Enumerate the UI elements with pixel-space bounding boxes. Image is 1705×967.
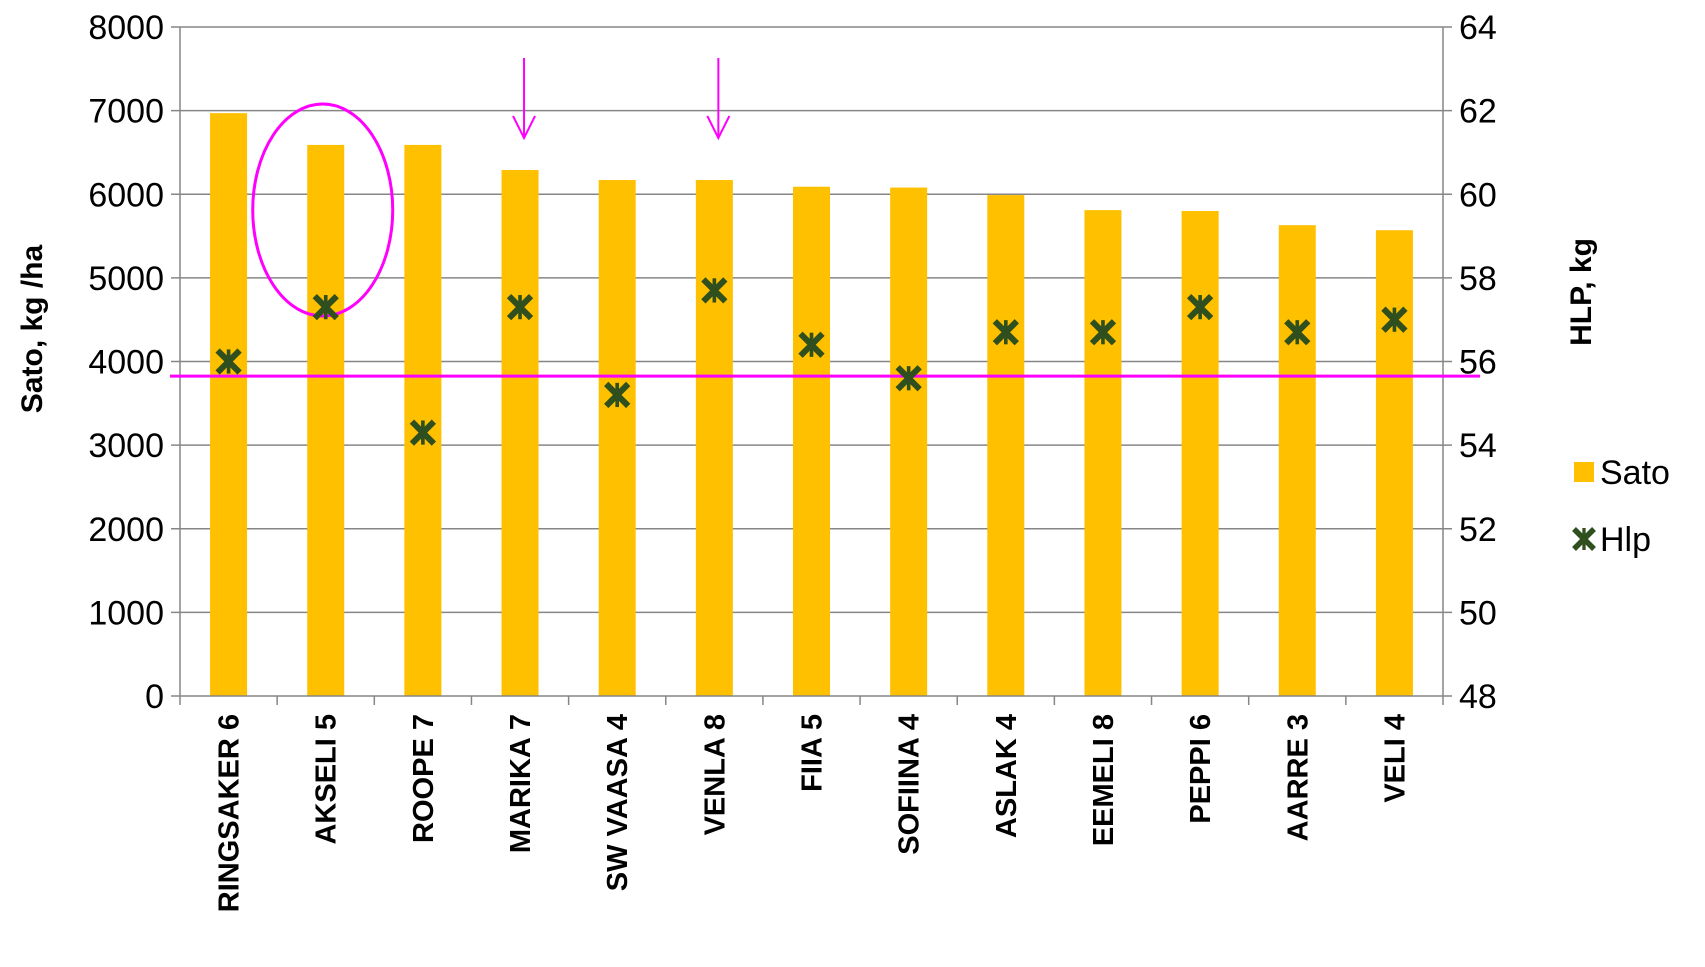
bar-akseli-5 bbox=[307, 144, 345, 696]
right-tick-label: 48 bbox=[1459, 678, 1497, 716]
category-label-marika-7: MARIKA 7 bbox=[505, 714, 537, 853]
marker-sw-vaasa-4 bbox=[604, 381, 631, 409]
right-tick-label: 64 bbox=[1459, 9, 1497, 47]
bar-aarre-3 bbox=[1278, 225, 1316, 696]
category-labels: RINGSAKER 6 AKSELI 5 ROOPE 7 MARIKA 7 SW VAA… bbox=[214, 714, 1412, 912]
legend-swatch-sato bbox=[1574, 462, 1594, 482]
arrow-marika-7 bbox=[512, 58, 536, 141]
right-tick-label: 52 bbox=[1459, 511, 1497, 549]
marker-peppi-6 bbox=[1186, 294, 1214, 321]
legend-marker-hlp bbox=[1572, 527, 1596, 551]
legend-marker-glyph bbox=[1572, 527, 1596, 551]
bar-marika-7 bbox=[501, 169, 539, 696]
category-label-peppi-6: PEPPI 6 bbox=[1185, 714, 1217, 824]
right-tick-label: 54 bbox=[1459, 427, 1497, 465]
highlight-ellipse bbox=[251, 102, 395, 318]
left-tick-label: 0 bbox=[145, 678, 164, 716]
right-tick-label: 58 bbox=[1459, 260, 1497, 298]
left-axis-ticks: 0 1000 2000 3000 4000 5000 6000 7000 8000 bbox=[88, 9, 180, 716]
marker-roope-7 bbox=[409, 419, 437, 446]
bar-aslak-4 bbox=[987, 195, 1025, 696]
marker-veli-4 bbox=[1381, 306, 1408, 333]
bar-venla-8 bbox=[695, 180, 733, 696]
marker-marika-7 bbox=[506, 294, 534, 321]
left-tick-label: 1000 bbox=[88, 594, 164, 632]
category-label-roope-7: ROOPE 7 bbox=[408, 714, 440, 843]
marker-venla-8 bbox=[701, 277, 728, 304]
marker-fiia-5 bbox=[798, 331, 825, 358]
marker-akseli-5 bbox=[312, 294, 339, 321]
category-label-aslak-4: ASLAK 4 bbox=[991, 714, 1023, 838]
marker-aslak-4 bbox=[992, 319, 1019, 346]
bar-sofiina-4 bbox=[890, 187, 928, 696]
left-tick-label: 5000 bbox=[88, 260, 164, 298]
marker-series-hlp bbox=[215, 277, 1408, 446]
right-tick-label: 60 bbox=[1459, 176, 1497, 214]
left-tick-label: 6000 bbox=[88, 176, 164, 214]
category-label-eemeli-8: EEMELI 8 bbox=[1088, 714, 1120, 846]
bar-ringsaker-6 bbox=[210, 113, 248, 697]
marker-eemeli-8 bbox=[1089, 319, 1117, 346]
category-label-veli-4: VELI 4 bbox=[1379, 714, 1411, 803]
annotations bbox=[170, 58, 1480, 378]
left-tick-label: 4000 bbox=[88, 344, 164, 382]
category-label-ringsaker-6: RINGSAKER 6 bbox=[214, 714, 246, 912]
marker-sofiina-4 bbox=[895, 365, 922, 392]
marker-aarre-3 bbox=[1284, 319, 1311, 346]
right-axis-title: HLP, kg bbox=[1565, 238, 1598, 346]
right-tick-label: 62 bbox=[1459, 93, 1497, 131]
bar-veli-4 bbox=[1375, 230, 1413, 697]
legend: Sato Hlp bbox=[1572, 454, 1670, 559]
left-tick-label: 8000 bbox=[88, 9, 164, 47]
bar-eemeli-8 bbox=[1084, 210, 1122, 697]
bar-series-sato bbox=[210, 113, 1413, 697]
bar-peppi-6 bbox=[1181, 210, 1219, 696]
left-tick-label: 7000 bbox=[88, 93, 164, 131]
bar-roope-7 bbox=[404, 144, 442, 696]
legend-label-sato: Sato bbox=[1600, 454, 1670, 492]
category-label-sw-vaasa-4: SW VAASA 4 bbox=[602, 714, 634, 891]
bar-sw-vaasa-4 bbox=[598, 180, 636, 696]
arrow-venla-8 bbox=[706, 58, 731, 141]
marker-ringsaker-6 bbox=[215, 348, 242, 375]
left-tick-label: 2000 bbox=[88, 511, 164, 549]
category-label-fiia-5: FIIA 5 bbox=[797, 714, 829, 792]
category-label-akseli-5: AKSELI 5 bbox=[311, 714, 343, 845]
right-tick-label: 50 bbox=[1459, 594, 1497, 632]
category-label-aarre-3: AARRE 3 bbox=[1282, 714, 1314, 841]
category-label-venla-8: VENLA 8 bbox=[699, 714, 731, 835]
bar-fiia-5 bbox=[793, 186, 830, 696]
category-label-sofiina-4: SOFIINA 4 bbox=[894, 714, 926, 855]
left-tick-label: 3000 bbox=[88, 427, 164, 465]
left-axis-title: Sato, kg /ha bbox=[16, 245, 49, 414]
legend-label-hlp: Hlp bbox=[1600, 521, 1651, 559]
